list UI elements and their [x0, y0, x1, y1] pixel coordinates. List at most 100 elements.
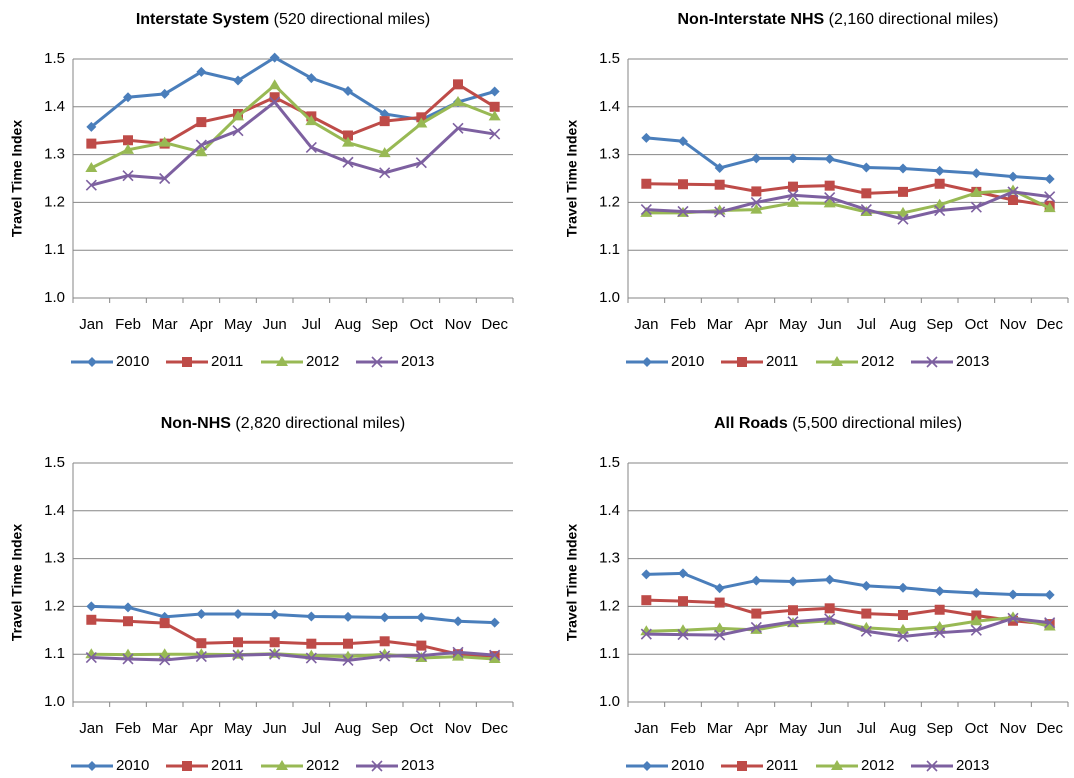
marker — [824, 180, 835, 191]
x-tick-label: May — [224, 316, 253, 333]
marker — [823, 197, 836, 208]
marker — [269, 52, 280, 63]
marker — [269, 637, 280, 648]
marker — [159, 611, 170, 622]
x-tick-label: Mar — [152, 316, 178, 333]
marker — [934, 204, 946, 217]
marker — [195, 651, 207, 663]
x-tick-label: Jul — [302, 720, 321, 737]
marker — [196, 66, 207, 77]
marker — [276, 760, 288, 770]
y-tick-label: 1.5 — [44, 454, 65, 471]
marker — [1043, 620, 1056, 631]
y-tick-label: 1.2 — [44, 597, 65, 614]
marker — [751, 186, 762, 197]
x-tick-label: Mar — [707, 316, 733, 333]
x-tick-label: Nov — [445, 316, 472, 333]
legend-label: 2013 — [956, 757, 989, 774]
marker — [641, 132, 652, 143]
x-tick-label: Dec — [481, 316, 508, 333]
marker — [196, 609, 207, 620]
legend-label: 2012 — [306, 353, 339, 370]
marker — [489, 649, 501, 661]
marker — [642, 761, 652, 771]
marker — [379, 636, 390, 647]
marker — [831, 356, 843, 366]
legend-label: 2010 — [671, 353, 704, 370]
marker — [678, 596, 688, 607]
marker — [678, 136, 688, 147]
y-tick-label: 1.1 — [44, 645, 65, 662]
marker — [305, 115, 318, 126]
x-tick-label: Jan — [634, 316, 658, 333]
marker — [677, 629, 689, 641]
marker — [269, 648, 281, 660]
legend-label: 2012 — [861, 757, 894, 774]
marker — [123, 616, 133, 627]
x-tick-label: Sep — [371, 316, 398, 333]
chart-panel: All Roads (5,500 directional miles) Trave… — [564, 415, 1069, 774]
marker — [195, 139, 207, 151]
marker — [343, 638, 353, 649]
marker — [641, 569, 652, 580]
x-tick-label: Dec — [481, 720, 508, 737]
y-tick-label: 1.2 — [599, 597, 620, 614]
x-tick-label: Jun — [818, 720, 842, 737]
marker — [488, 652, 501, 663]
marker — [898, 582, 908, 593]
marker — [306, 638, 317, 649]
marker — [787, 189, 799, 201]
marker — [416, 112, 427, 123]
marker — [269, 96, 281, 108]
title-main: All Roads — [714, 415, 788, 432]
marker — [933, 198, 946, 209]
series-line — [646, 571, 1050, 597]
marker — [787, 196, 799, 207]
marker — [269, 609, 280, 620]
marker — [1044, 617, 1056, 629]
marker — [788, 605, 798, 616]
marker — [123, 602, 133, 613]
marker — [452, 122, 464, 134]
marker — [158, 136, 171, 147]
marker — [970, 615, 983, 626]
legend-label: 2010 — [671, 757, 704, 774]
marker — [824, 613, 836, 625]
marker — [934, 178, 945, 189]
marker — [1008, 195, 1018, 206]
marker — [85, 179, 97, 191]
marker — [342, 654, 354, 666]
legend-label: 2013 — [401, 353, 434, 370]
marker — [737, 761, 747, 771]
marker — [897, 206, 909, 217]
marker — [159, 618, 170, 629]
marker — [714, 206, 726, 218]
marker — [379, 167, 391, 179]
marker — [342, 136, 354, 147]
marker — [897, 213, 909, 225]
marker — [306, 73, 317, 84]
x-tick-label: Nov — [1000, 316, 1027, 333]
x-tick-label: Jul — [857, 720, 876, 737]
marker — [824, 153, 835, 164]
marker — [1007, 612, 1019, 624]
marker — [85, 161, 98, 172]
marker — [788, 181, 798, 192]
chart-panel: Non-NHS (2,820 directional miles) Travel … — [9, 415, 514, 774]
marker — [750, 621, 762, 633]
x-tick-label: Apr — [745, 316, 768, 333]
series-line — [91, 650, 495, 662]
marker — [378, 147, 391, 158]
y-tick-label: 1.1 — [44, 241, 65, 258]
marker — [159, 88, 170, 99]
chart-title: Non-Interstate NHS (2,160 directional mi… — [678, 11, 999, 28]
y-axis-label: Travel Time Index — [564, 524, 580, 641]
marker — [640, 628, 652, 640]
marker — [824, 603, 835, 614]
marker — [1044, 173, 1055, 184]
chart-title: All Roads (5,500 directional miles) — [714, 415, 962, 432]
marker — [86, 138, 97, 149]
marker — [159, 172, 171, 185]
legend-label: 2010 — [116, 353, 149, 370]
marker — [86, 614, 97, 625]
